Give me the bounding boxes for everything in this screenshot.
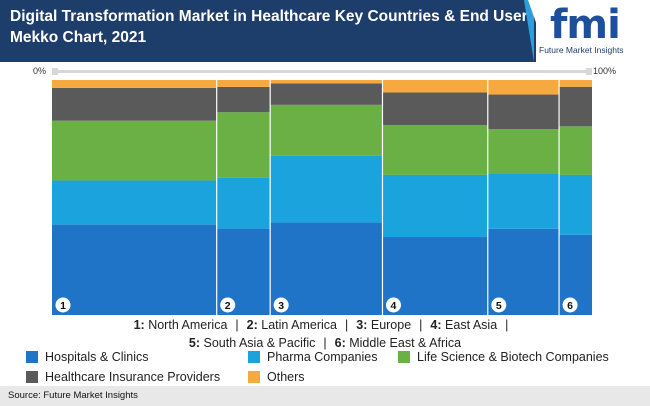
- axis-left-tick: [52, 68, 58, 75]
- country-name-6: Middle East & Africa: [349, 336, 462, 350]
- legend-swatch-others: [248, 371, 260, 383]
- legend-swatch-life-science: [398, 351, 410, 363]
- country-name-5: South Asia & Pacific: [203, 336, 316, 350]
- segment-pharma-col-5: [487, 174, 560, 229]
- segment-others-col-2: [216, 80, 271, 87]
- segment-insurance-col-2: [216, 86, 271, 113]
- country-key-line-1: 1: North America | 2: Latin America | 3: Eur…: [0, 316, 650, 334]
- segment-pharma-col-2: [216, 177, 271, 229]
- country-key-line-2: 5: South Asia & Pacific | 6: Middle East &…: [0, 334, 650, 352]
- mekko-chart: 1 2 3 4 5 6: [52, 80, 592, 315]
- column-badge-1: [55, 297, 71, 313]
- country-separator: |: [345, 318, 349, 332]
- country-separator: |: [505, 318, 509, 332]
- segment-insurance-col-1: [52, 87, 217, 121]
- segment-pharma-col-4: [382, 174, 488, 238]
- column-badge-6: [562, 297, 578, 313]
- segment-insurance-col-5: [487, 94, 560, 130]
- column-label-2: 2: [225, 300, 231, 312]
- legend-swatch-hospitals: [26, 351, 38, 363]
- axis-bar: [56, 70, 588, 73]
- country-key: 1: North America | 2: Latin America | 3: Eur…: [0, 316, 650, 352]
- column-label-3: 3: [278, 300, 284, 312]
- country-num-5: 5:: [188, 336, 201, 350]
- legend-label-hospitals: Hospitals & Clinics: [45, 350, 149, 364]
- segment-life-science-col-2: [216, 112, 271, 178]
- column-label-4: 4: [391, 300, 397, 312]
- segment-pharma-col-1: [52, 180, 217, 225]
- segment-pharma-col-6: [559, 174, 592, 235]
- legend-item-hospitals: Hospitals & Clinics: [26, 350, 149, 364]
- column-badge-4: [385, 297, 401, 313]
- axis-right-tick: [586, 68, 592, 75]
- country-name-4: East Asia: [445, 318, 498, 332]
- column-badge-2: [220, 297, 236, 313]
- legend-label-pharma: Pharma Companies: [267, 350, 378, 364]
- logo-mark: fmi: [550, 2, 621, 48]
- segment-life-science-col-4: [382, 125, 488, 175]
- axis-right-label: 100%: [593, 66, 617, 76]
- segment-others-col-4: [382, 80, 488, 93]
- legend-item-others: Others: [248, 370, 305, 384]
- axis-left-label: 0%: [33, 66, 47, 76]
- source-note: Source: Future Market Insights: [0, 386, 650, 406]
- segment-life-science-col-3: [270, 104, 383, 156]
- legend-label-life-science: Life Science & Biotech Companies: [417, 350, 609, 364]
- country-separator: |: [235, 318, 239, 332]
- country-separator: |: [419, 318, 423, 332]
- segment-life-science-col-5: [487, 129, 560, 174]
- legend-item-pharma: Pharma Companies: [248, 350, 377, 364]
- country-num-2: 2:: [246, 318, 258, 332]
- legend-label-others: Others: [267, 370, 305, 384]
- segment-hospitals-col-1: [52, 224, 217, 315]
- country-separator: |: [323, 336, 327, 350]
- logo: fmi Future Market Insights: [536, 0, 650, 62]
- chart-title: Digital Transformation Market in Healthc…: [10, 8, 528, 46]
- segment-life-science-col-1: [52, 120, 217, 181]
- legend-item-life-science: Life Science & Biotech Companies: [398, 350, 609, 364]
- legend-swatch-pharma: [248, 351, 260, 363]
- country-num-3: 3:: [356, 318, 368, 332]
- segment-others-col-6: [559, 80, 592, 87]
- segment-others-col-3: [270, 80, 383, 84]
- segment-pharma-col-3: [270, 155, 383, 223]
- country-num-6: 6:: [334, 336, 346, 350]
- segment-insurance-col-3: [270, 83, 383, 105]
- logo-subtitle: Future Market Insights: [539, 45, 624, 55]
- legend-label-insurance: Healthcare Insurance Providers: [45, 370, 221, 384]
- column-badge-5: [491, 297, 507, 313]
- country-num-4: 4:: [430, 318, 442, 332]
- legend-item-insurance: Healthcare Insurance Providers: [26, 370, 220, 384]
- segment-insurance-col-4: [382, 92, 488, 126]
- legend-swatch-insurance: [26, 371, 38, 383]
- header-banner: Digital Transformation Market in Healthc…: [0, 0, 650, 62]
- country-name-1: North America: [148, 318, 228, 332]
- segment-others-col-1: [52, 80, 217, 88]
- column-label-6: 6: [567, 300, 573, 312]
- segment-life-science-col-6: [559, 126, 592, 175]
- segment-hospitals-col-3: [270, 222, 383, 315]
- column-label-1: 1: [60, 300, 66, 312]
- country-name-3: Europe: [370, 318, 412, 332]
- segment-insurance-col-6: [559, 86, 592, 127]
- country-num-1: 1:: [133, 318, 145, 332]
- column-badge-3: [273, 297, 289, 313]
- country-name-2: Latin America: [261, 318, 337, 332]
- segment-others-col-5: [487, 80, 560, 95]
- column-label-5: 5: [496, 300, 502, 312]
